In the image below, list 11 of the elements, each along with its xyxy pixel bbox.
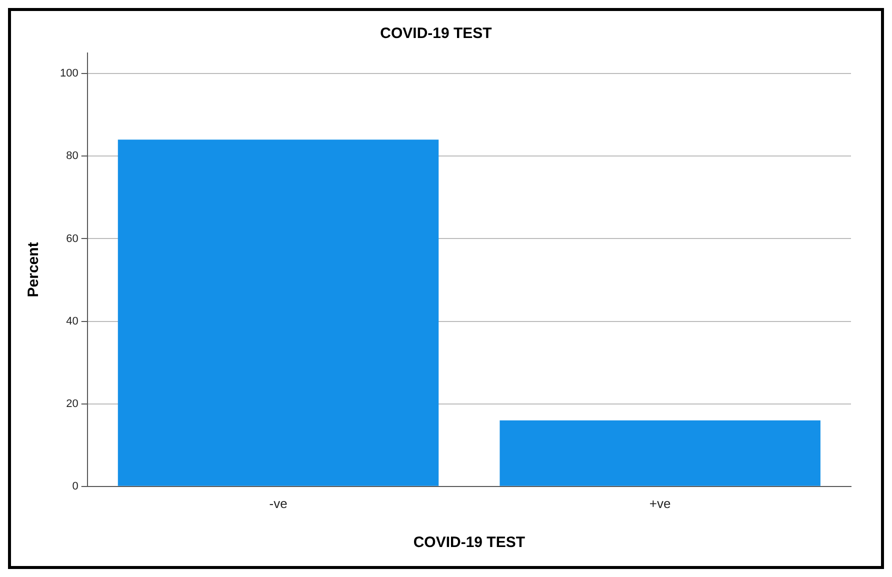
x-tick-label: +ve	[649, 496, 671, 511]
y-tick-label: 40	[66, 315, 78, 328]
y-tick-label: 80	[66, 150, 78, 162]
x-axis-title: COVID-19 TEST	[413, 534, 526, 552]
chart-title: COVID-19 TEST	[380, 25, 492, 42]
y-tick-label: 60	[66, 232, 78, 245]
y-tick-label: 20	[66, 398, 78, 410]
y-axis-title: Percent	[25, 242, 42, 298]
x-tick-label: -ve	[269, 496, 288, 511]
y-tick-label: 100	[60, 68, 78, 80]
y-tick-label: 0	[72, 480, 78, 492]
